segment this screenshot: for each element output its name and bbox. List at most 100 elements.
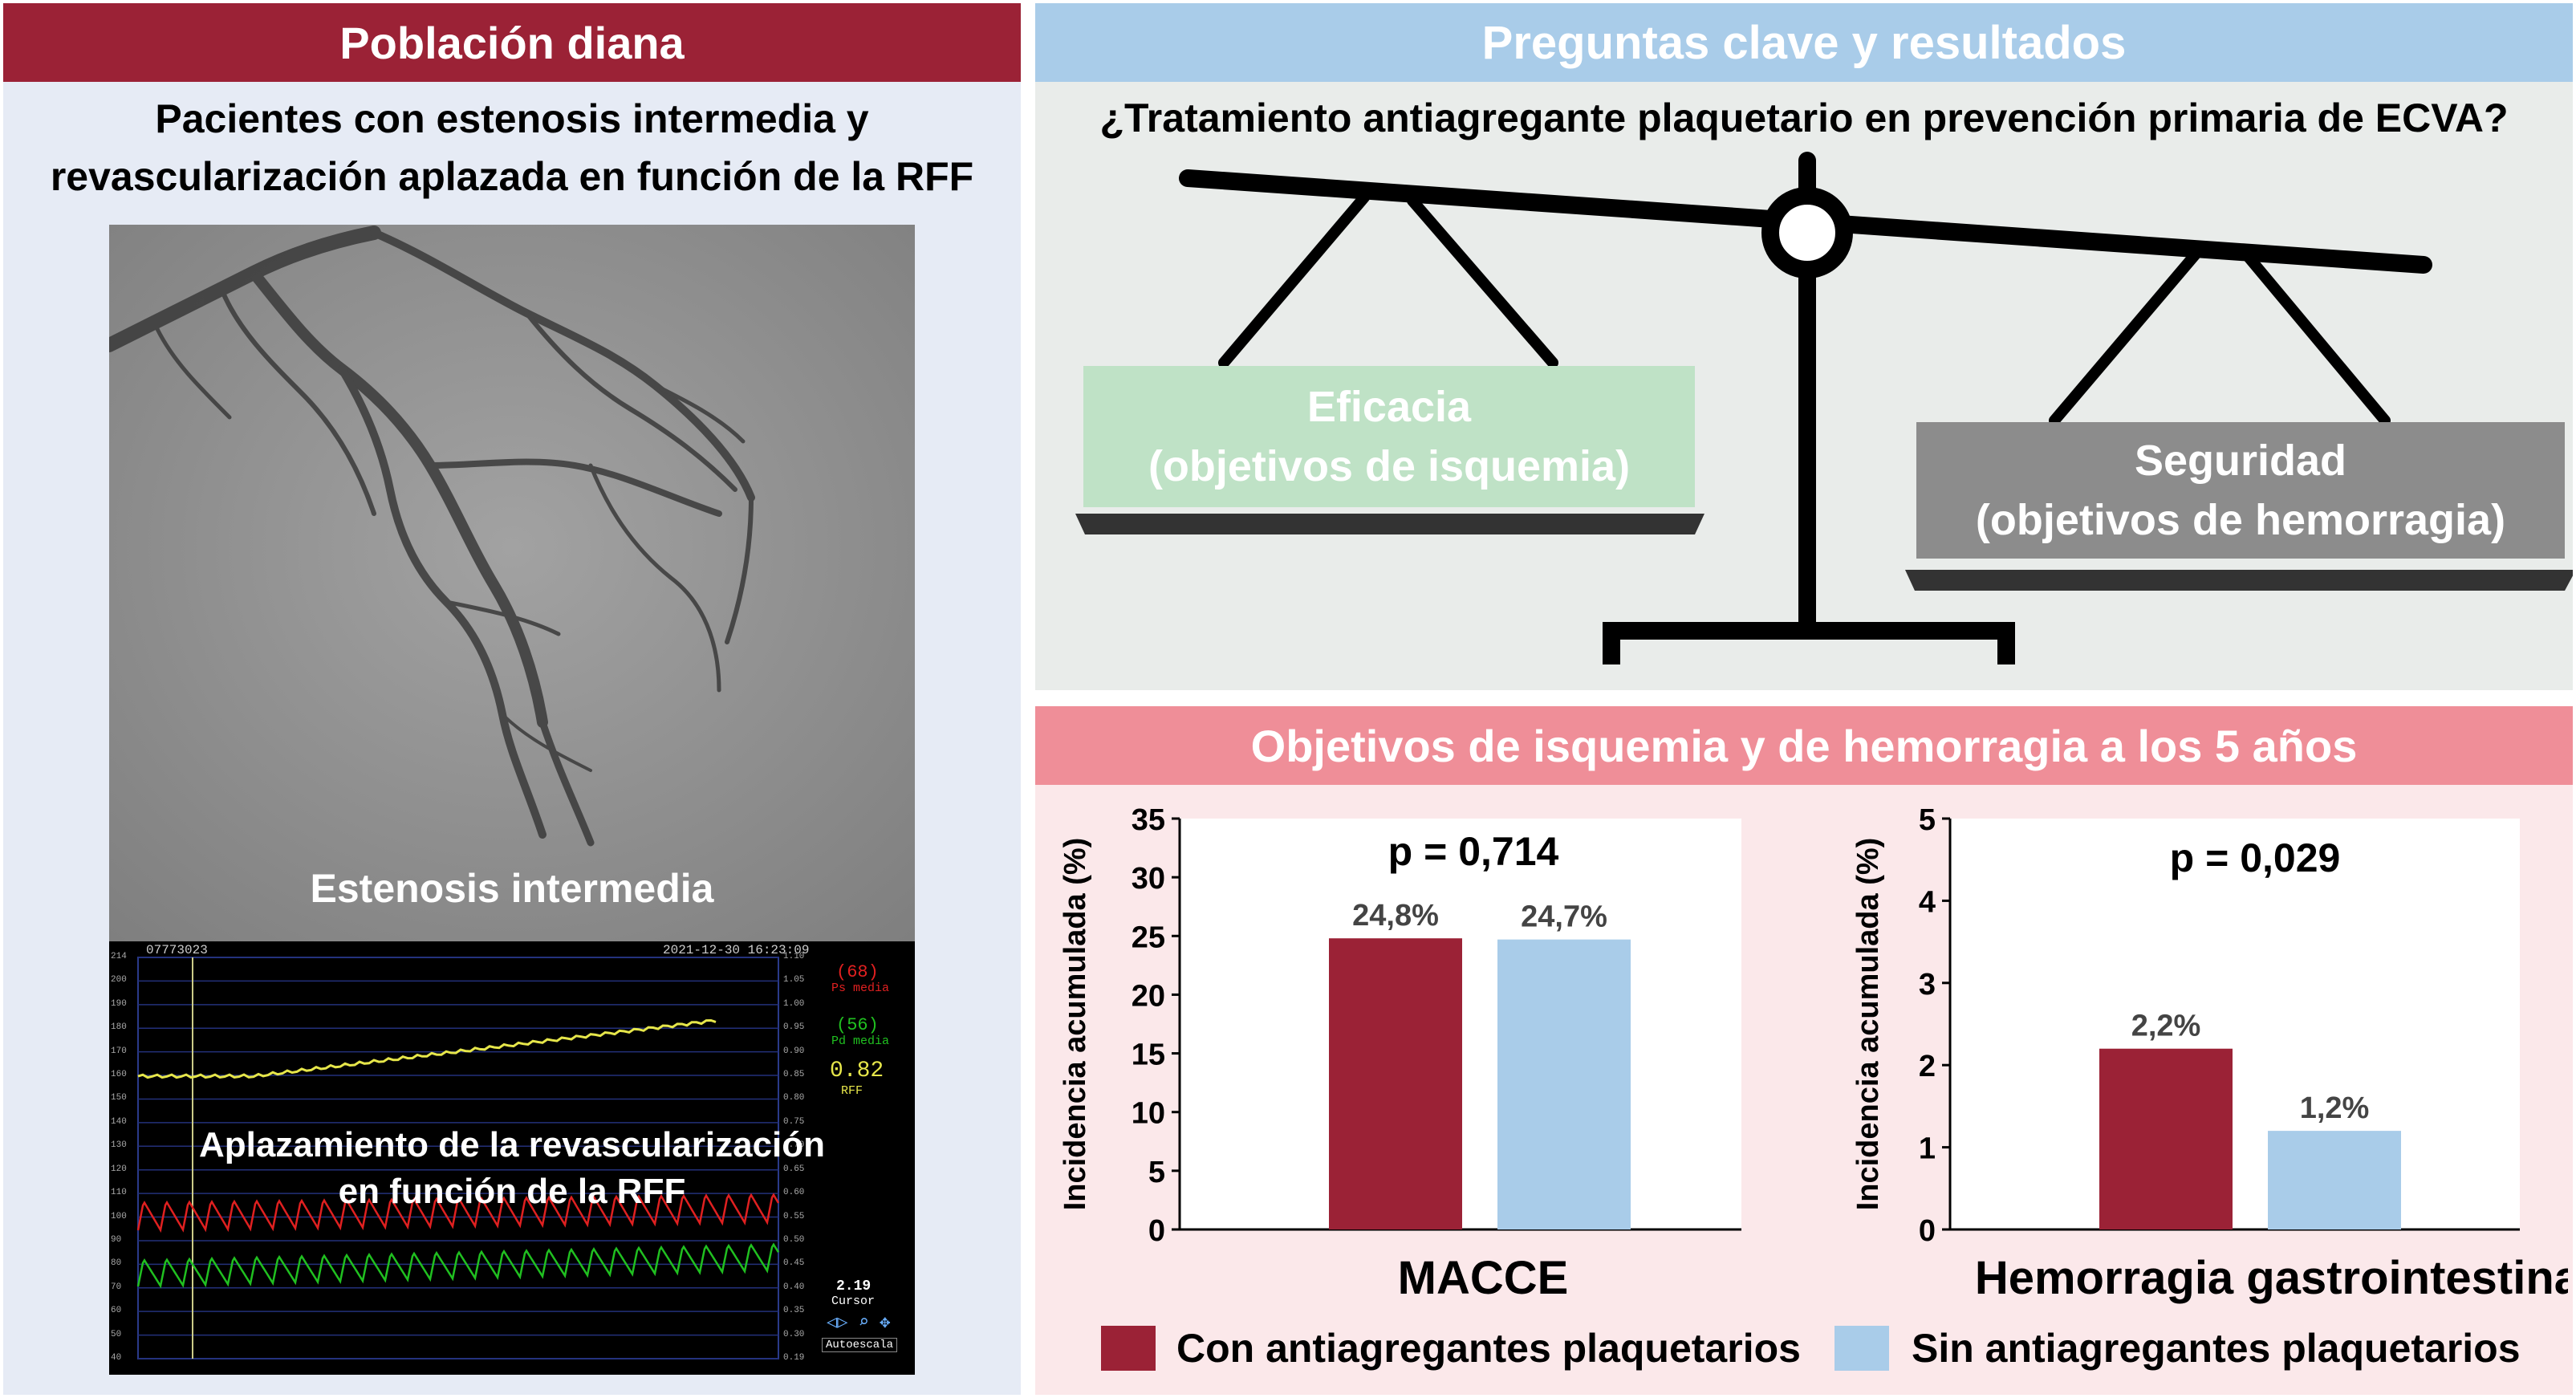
monitor-left-tick: 100 — [111, 1211, 127, 1221]
monitor-left-tick: 70 — [111, 1282, 122, 1292]
legend-label-sin: Sin antiagregantes plaquetarios — [1912, 1326, 2521, 1371]
results-title: Objetivos de isquemia y de hemorragia a … — [1250, 720, 2358, 771]
p-value-annotation: p = 0,029 — [2170, 835, 2341, 880]
monitor-patient-id: 07773023 — [146, 943, 208, 957]
y-tick-label: 4 — [1919, 885, 1936, 919]
monitor-right-tick: 1.05 — [783, 975, 805, 986]
legend-label-con: Con antiagregantes plaquetarios — [1176, 1326, 1801, 1371]
left-pan — [1075, 514, 1704, 534]
bar-value-label: 24,7% — [1521, 900, 1607, 934]
y-tick-label: 3 — [1919, 968, 1936, 1002]
bar-value-label: 2,2% — [2131, 1010, 2201, 1043]
monitor-right-tick: 0.35 — [783, 1306, 805, 1316]
rff-value: 0.82 — [830, 1059, 884, 1083]
y-tick-label: 5 — [1919, 803, 1936, 837]
chart-title: MACCE — [1398, 1252, 1569, 1304]
pressure-monitor-screenshot: 07773023 2021-12-30 16:23:09 214 200 190 18… — [109, 941, 915, 1375]
safety-subtitle: (objetivos de hemorragia) — [1975, 496, 2506, 544]
y-tick-label: 15 — [1132, 1038, 1165, 1072]
legend-swatch-sin — [1834, 1326, 1889, 1371]
p-value-annotation: p = 0,714 — [1388, 829, 1559, 874]
y-tick-label: 30 — [1132, 862, 1165, 896]
monitor-right-tick: 0.60 — [783, 1188, 805, 1198]
pd-label: Pd media — [831, 1034, 890, 1048]
monitor-right-tick: 0.65 — [783, 1164, 805, 1174]
efficacy-title: Eficacia — [1306, 383, 1472, 431]
monitor-left-tick: 50 — [111, 1329, 122, 1339]
target-population-title: Población diana — [339, 17, 685, 68]
autoscale-button[interactable]: Autoescala — [822, 1338, 898, 1352]
monitor-right-tick: 0.80 — [783, 1093, 805, 1103]
bar-con — [1329, 938, 1462, 1229]
legend-swatch-con — [1101, 1326, 1156, 1371]
pd-value: (56) — [836, 1015, 879, 1035]
monitor-left-tick: 130 — [111, 1140, 127, 1151]
safety-title: Seguridad — [2134, 437, 2347, 485]
plot-area — [1950, 819, 2520, 1229]
monitor-right-tick: 1.00 — [783, 998, 805, 1009]
scale-pivot — [1761, 187, 1853, 278]
monitor-left-tick: 110 — [111, 1188, 127, 1198]
subtitle-line-1: Pacientes con estenosis intermedia y — [155, 96, 869, 141]
bar-value-label: 1,2% — [2300, 1091, 2370, 1125]
y-tick-label: 0 — [1919, 1214, 1936, 1248]
y-tick-label: 20 — [1132, 979, 1165, 1013]
monitor-right-tick: 0.40 — [783, 1282, 805, 1292]
monitor-right-tick: 0.45 — [783, 1258, 805, 1269]
subtitle-line-2: revascularización aplazada en función de… — [50, 154, 974, 199]
key-question-text: ¿Tratamiento antiagregante plaquetario e… — [1099, 96, 2509, 140]
angiography-drawing — [109, 225, 915, 941]
angiography-image — [109, 225, 915, 941]
angiography-label: Estenosis intermedia — [310, 866, 714, 911]
monitor-right-tick: 1.10 — [783, 952, 805, 961]
ps-label: Ps media — [831, 981, 890, 995]
efficacy-box: Eficacia (objetivos de isquemia) — [1083, 366, 1695, 507]
safety-box: Seguridad (objetivos de hemorragia) — [1916, 422, 2565, 559]
monitor-right-tick: 0.90 — [783, 1046, 805, 1056]
monitor-left-tick: 60 — [111, 1306, 122, 1316]
monitor-right-tick: 0.75 — [783, 1116, 805, 1127]
monitor-left-tick: 120 — [111, 1164, 127, 1174]
target-population-header: Población diana — [3, 3, 1021, 82]
monitor-timestamp: 2021-12-30 16:23:09 — [663, 943, 810, 957]
rff-label: RFF — [841, 1084, 863, 1098]
monitor-left-tick: 140 — [111, 1116, 127, 1127]
monitor-label-line-2: en función de la RFF — [338, 1172, 686, 1211]
y-tick-label: 2 — [1919, 1050, 1936, 1083]
balance-scale-graphic — [1075, 152, 2573, 664]
bar-con — [2099, 1048, 2233, 1229]
y-tick-label: 1 — [1919, 1132, 1936, 1166]
monitor-right-tick: 0.85 — [783, 1070, 805, 1080]
bar-sin — [1497, 939, 1631, 1229]
monitor-right-tick: 0.70 — [783, 1140, 805, 1151]
target-population-subtitle: Pacientes con estenosis intermedia y rev… — [3, 90, 1021, 205]
bar-value-label: 24,8% — [1352, 899, 1439, 933]
monitor-left-tick: 160 — [111, 1070, 127, 1080]
key-questions-title: Preguntas clave y resultados — [1481, 16, 2127, 69]
monitor-label-line-1: Aplazamiento de la revascularización — [198, 1125, 826, 1164]
monitor-right-tick: 0.95 — [783, 1022, 805, 1033]
monitor-left-tick: 190 — [111, 998, 127, 1009]
scale-base — [1603, 622, 2015, 664]
bar-sin — [2268, 1131, 2401, 1229]
monitor-left-tick: 200 — [111, 975, 127, 986]
monitor-left-tick: 90 — [111, 1234, 122, 1245]
y-tick-label: 10 — [1132, 1097, 1165, 1131]
cursor-value: 2.19 — [836, 1278, 872, 1294]
zoom-tools-icon[interactable]: ◁▷ ⌕ ✥ — [827, 1313, 891, 1333]
monitor-right-tick: 0.30 — [783, 1329, 805, 1339]
y-axis-label: Incidencia acumulada (%) — [1058, 838, 1092, 1211]
monitor-left-tick: 80 — [111, 1258, 122, 1269]
ps-value: (68) — [836, 962, 879, 982]
y-tick-label: 35 — [1132, 803, 1165, 837]
results-header: Objetivos de isquemia y de hemorragia a … — [1035, 706, 2573, 785]
monitor-left-tick: 40 — [111, 1353, 122, 1363]
monitor-left-tick: 150 — [111, 1093, 127, 1103]
y-axis-label: Incidencia acumulada (%) — [1851, 838, 1885, 1211]
pressure-tracing — [109, 941, 915, 1375]
gi-bleeding-chart: 0 1 2 3 4 5 Incidencia acumulada (%) 2,2% 1,2% p … — [1851, 803, 2568, 1304]
chart-title: Hemorragia gastrointestinal — [1975, 1252, 2568, 1304]
macce-chart: 0 5 10 15 20 25 30 35 Incidencia acumulada (%) 24… — [1058, 803, 1741, 1304]
monitor-right-tick: 0.55 — [783, 1211, 805, 1221]
key-questions-header: Preguntas clave y resultados — [1035, 3, 2573, 82]
